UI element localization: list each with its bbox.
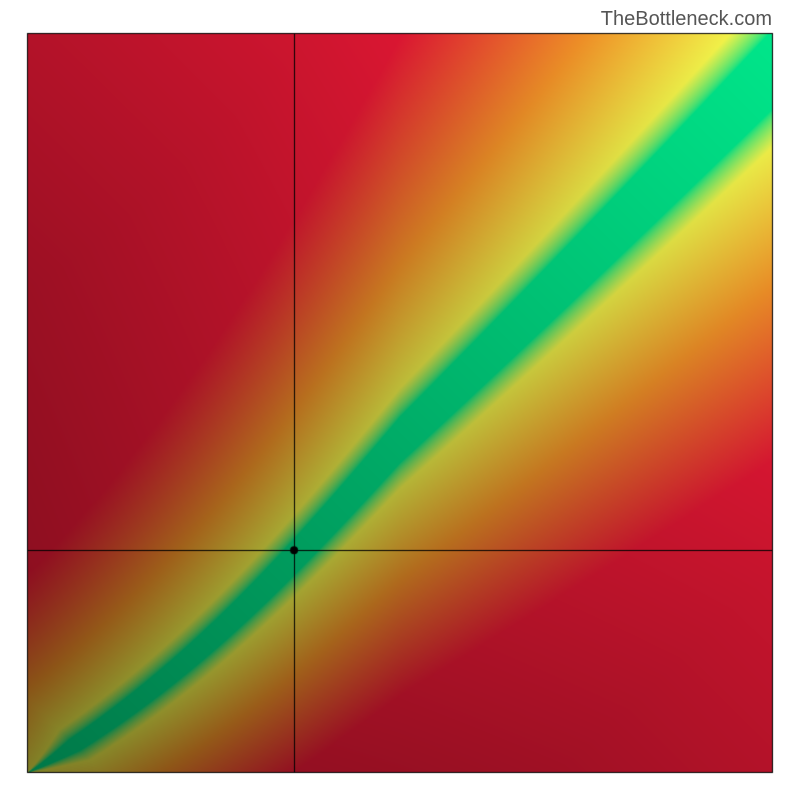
watermark-text: TheBottleneck.com (601, 8, 772, 31)
heatmap-canvas (0, 0, 800, 800)
chart-container: TheBottleneck.com (0, 0, 800, 800)
